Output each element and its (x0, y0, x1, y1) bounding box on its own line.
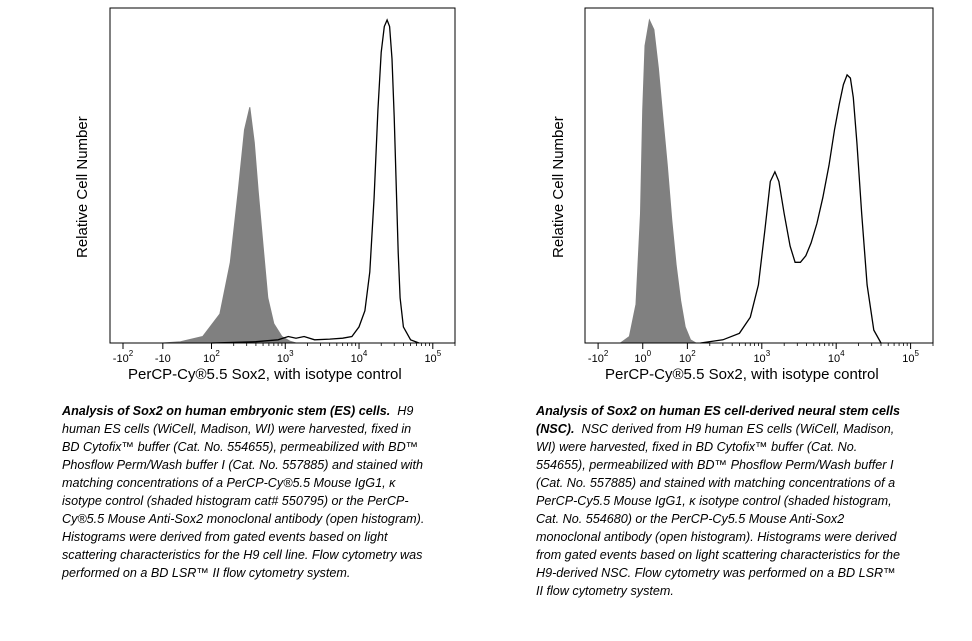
isotype-shaded-histogram (618, 18, 698, 344)
caption-text: NSC derived from H9 human ES cells (WiCe… (536, 422, 901, 598)
figure-caption: Analysis of Sox2 on human embryonic stem… (62, 402, 427, 582)
plot-frame (109, 7, 456, 344)
right-panel: -102 100 102 103 104 105 Relative Cell Number… (528, 0, 972, 641)
x-tick-label: -10 (155, 353, 171, 365)
x-tick-label: 105 (902, 349, 919, 365)
histogram-es-cells: -102 -10 102 103 104 105 (109, 7, 456, 365)
sox2-open-histogram (211, 18, 420, 344)
x-tick-label: 104 (828, 349, 845, 365)
caption-title: Analysis of Sox2 on human embryonic stem… (62, 404, 391, 418)
plot-frame (584, 7, 934, 344)
left-panel: -102 -10 102 103 104 105 Relative Cell Number… (50, 0, 510, 641)
x-tick-label: -102 (588, 349, 609, 365)
isotype-shaded-histogram (162, 107, 297, 344)
x-tick-label: 100 (634, 349, 651, 365)
x-tick-label: 105 (424, 349, 441, 365)
x-tick-label: 102 (203, 349, 220, 365)
x-tick-label: 102 (679, 349, 696, 365)
y-axis-label: Relative Cell Number (550, 116, 567, 258)
x-axis-label: PerCP-Cy®5.5 Sox2, with isotype control (128, 366, 402, 383)
x-axis-label: PerCP-Cy®5.5 Sox2, with isotype control (605, 366, 879, 383)
caption-text: H9 human ES cells (WiCell, Madison, WI) … (62, 404, 425, 580)
x-tick-label: 104 (351, 349, 368, 365)
x-tick-label: 103 (753, 349, 770, 365)
sox2-open-histogram (700, 73, 882, 344)
y-axis-label: Relative Cell Number (74, 116, 91, 258)
figure-caption: Analysis of Sox2 on human ES cell-derive… (536, 402, 901, 600)
histogram-nsc-cells: -102 100 102 103 104 105 (584, 7, 934, 365)
caption-title: Analysis of Sox2 on human ES cell-derive… (536, 404, 900, 436)
x-tick-label: 103 (277, 349, 294, 365)
x-tick-label: -102 (113, 349, 134, 365)
